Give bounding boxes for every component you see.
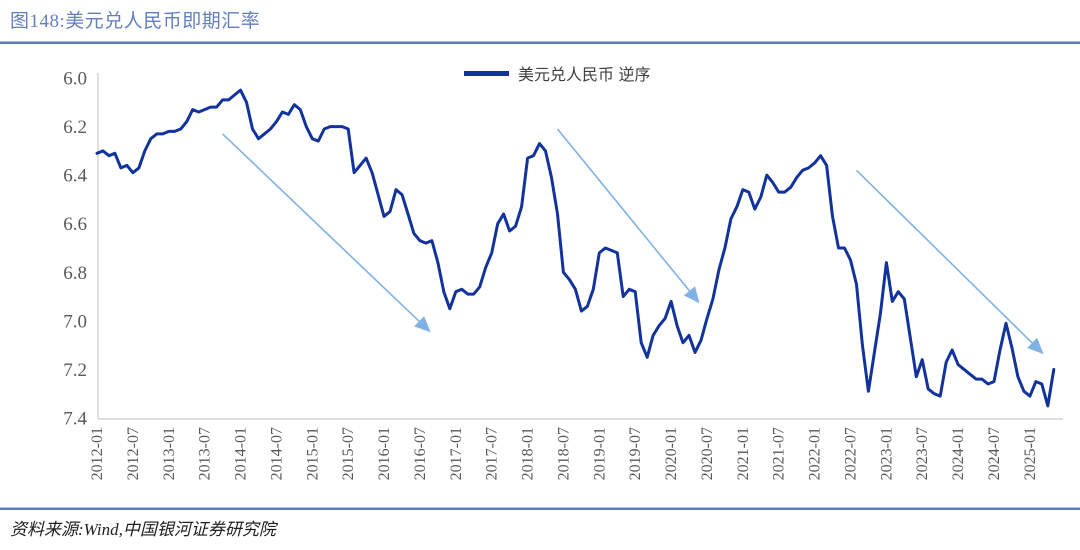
x-tick-label: 2013-01: [161, 427, 178, 480]
legend-label: 美元兑人民币 逆序: [518, 67, 651, 84]
trend-arrow: [556, 128, 700, 304]
chart-legend: 美元兑人民币 逆序: [464, 61, 650, 85]
x-tick-label: 2023-07: [914, 427, 931, 480]
title-separator: [0, 41, 1080, 44]
x-tick-label: 2020-01: [663, 427, 680, 480]
x-tick-label: 2017-07: [484, 427, 501, 480]
x-tick-label: 2023-01: [878, 427, 895, 480]
x-tick-label: 2012-01: [89, 427, 106, 480]
x-tick-label: 2014-01: [233, 427, 250, 480]
y-tick-label: 6.2: [63, 117, 87, 138]
x-tick-label: 2013-07: [197, 427, 214, 480]
x-tick-label: 2014-07: [268, 427, 285, 480]
x-tick-label: 2019-01: [591, 427, 608, 480]
y-tick-label: 6.8: [63, 263, 87, 284]
x-tick-label: 2017-01: [448, 427, 465, 480]
x-tick-label: 2025-01: [1022, 427, 1039, 480]
source-attribution: 资料来源:Wind,中国银河证券研究院: [10, 520, 276, 539]
x-tick-label: 2024-01: [950, 427, 967, 480]
x-tick-label: 2022-07: [843, 427, 860, 480]
y-tick-label: 7.0: [63, 311, 87, 332]
x-tick-label: 2016-07: [412, 427, 429, 480]
legend-line-swatch: [464, 71, 509, 76]
exchange-rate-line: [95, 88, 1056, 408]
x-tick-label: 2021-01: [735, 427, 752, 480]
x-tick-label: 2021-07: [771, 427, 788, 480]
figure-title: 图148:美元兑人民币即期汇率: [10, 11, 261, 32]
x-tick-label: 2019-07: [627, 427, 644, 480]
trend-arrow: [855, 169, 1044, 355]
x-tick-label: 2016-01: [376, 427, 393, 480]
x-tick-label: 2012-07: [125, 427, 142, 480]
y-tick-label: 7.2: [63, 360, 87, 381]
x-tick-label: 2015-01: [304, 427, 321, 480]
trend-arrow: [222, 133, 431, 333]
x-tick-label: 2020-07: [699, 427, 716, 480]
y-tick-label: 6.4: [63, 166, 87, 187]
x-tick-label: 2015-07: [340, 427, 357, 480]
x-tick-label: 2018-07: [555, 427, 572, 480]
x-tick-label: 2022-01: [807, 427, 824, 480]
footer-separator: [0, 507, 1080, 510]
x-tick-label: 2024-07: [986, 427, 1003, 480]
x-tick-label: 2018-01: [520, 427, 537, 480]
y-tick-label: 7.4: [63, 409, 87, 430]
y-tick-label: 6.0: [63, 69, 87, 90]
y-tick-label: 6.6: [63, 214, 87, 235]
